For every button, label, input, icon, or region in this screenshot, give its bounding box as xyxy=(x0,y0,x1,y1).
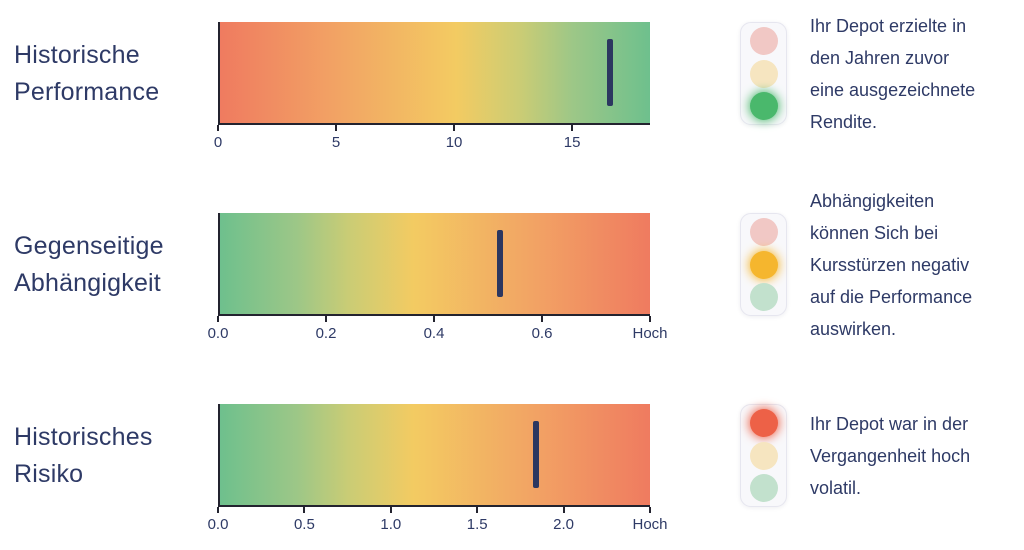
traffic-light xyxy=(740,22,787,125)
tick-label: 0.4 xyxy=(423,325,445,342)
gauge-axis: 0 5 10 15 xyxy=(214,125,650,165)
gauge-note: Ihr Depot erzielte in den Jahren zuvor e… xyxy=(810,15,976,132)
traffic-light xyxy=(740,213,787,316)
tick-label: 15 xyxy=(563,134,581,151)
red-lamp xyxy=(749,409,778,438)
tick-label: Hoch xyxy=(632,325,668,342)
tick-mark xyxy=(217,125,219,131)
yellow-lamp xyxy=(749,250,778,279)
gauge-note: Abhängigkeiten können Sich bei Kursstürz… xyxy=(810,190,973,339)
green-lamp xyxy=(749,91,778,120)
gauge-row: Historische Performance 0 5 10 15 Ihr Depot… xyxy=(0,15,1024,152)
tick-label: 2.0 xyxy=(553,516,575,533)
gauge-title: Gegenseitige Abhängigkeit xyxy=(14,231,164,297)
tick-mark xyxy=(389,507,392,513)
green-lamp xyxy=(749,473,778,502)
tick-mark xyxy=(541,316,543,322)
tick-mark xyxy=(217,507,219,513)
green-lamp xyxy=(749,282,778,311)
tick-mark xyxy=(649,316,651,322)
gauge-bar-area: 0.0 0.5 1.0 1.5 2.0 Hoch xyxy=(208,404,668,533)
yellow-lamp xyxy=(749,59,778,88)
tick-label: 1.5 xyxy=(466,516,488,533)
tick-label: 1.0 xyxy=(380,516,402,533)
tick-label: Hoch xyxy=(632,516,668,533)
red-lamp xyxy=(749,218,778,247)
gauge-gradient-bar xyxy=(218,404,650,507)
gauge-title: Historische Performance xyxy=(14,40,160,106)
gauge-row: Gegenseitige Abhängigkeit 0.0 0.2 0.4 0.6 Ho… xyxy=(0,190,1024,343)
tick-mark xyxy=(571,125,574,131)
tick-mark xyxy=(335,125,338,131)
tick-mark xyxy=(453,125,456,131)
tick-label: 0.0 xyxy=(207,516,229,533)
gauge-axis: 0.0 0.2 0.4 0.6 Hoch xyxy=(208,316,668,356)
tick-label: 0.0 xyxy=(207,325,229,342)
gauge-gradient-bar xyxy=(218,22,650,125)
gauge-gradient-bar xyxy=(218,213,650,316)
gauge-note: Ihr Depot war in der Vergangenheit hoch … xyxy=(810,413,971,498)
tick-label: 0 xyxy=(213,134,223,151)
tick-mark xyxy=(303,507,306,513)
tick-label: 0.2 xyxy=(315,325,337,342)
traffic-light xyxy=(740,404,787,507)
gauge-value-marker xyxy=(607,39,614,106)
tick-mark xyxy=(562,507,565,513)
tick-mark xyxy=(649,507,651,513)
gauge-title: Historisches Risiko xyxy=(14,422,153,488)
gauge-bar-area: 0 5 10 15 xyxy=(214,22,650,151)
tick-mark xyxy=(217,316,219,322)
tick-label: 0.6 xyxy=(531,325,553,342)
gauge-axis: 0.0 0.5 1.0 1.5 2.0 Hoch xyxy=(208,507,668,547)
gauge-row: Historisches Risiko 0.0 0.5 1.0 1.5 2.0 Hoch … xyxy=(0,404,1024,533)
red-lamp xyxy=(749,27,778,56)
tick-mark xyxy=(325,316,327,322)
gauge-value-marker xyxy=(496,230,503,297)
gauge-value-marker xyxy=(533,421,540,488)
tick-mark xyxy=(476,507,479,513)
gauge-bar-area: 0.0 0.2 0.4 0.6 Hoch xyxy=(208,213,668,342)
tick-label: 5 xyxy=(331,134,341,151)
yellow-lamp xyxy=(749,441,778,470)
tick-mark xyxy=(433,316,435,322)
tick-label: 10 xyxy=(445,134,463,151)
tick-label: 0.5 xyxy=(293,516,315,533)
